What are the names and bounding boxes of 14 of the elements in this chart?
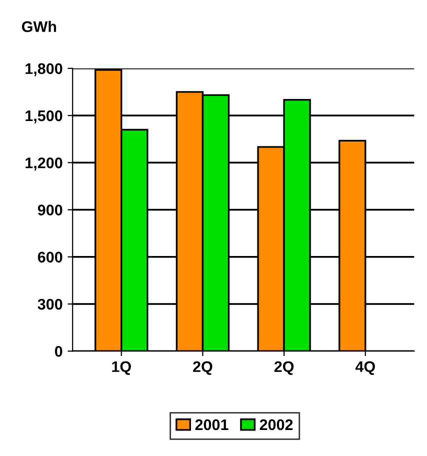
y-axis-title: GWh: [22, 20, 56, 32]
y-tick-label: 1,200: [26, 158, 62, 171]
y-tick-label: 1,800: [26, 63, 62, 76]
y-tick-label: 0: [54, 346, 62, 357]
legend-label: 2001: [195, 419, 228, 430]
y-tick-label: 600: [38, 252, 62, 263]
x-tick-label: 1Q: [112, 361, 131, 375]
x-tick-label: 2Q: [274, 361, 294, 375]
y-tick-label: 300: [38, 298, 62, 310]
legend-label: 2002: [260, 419, 293, 430]
y-tick-label: 1,500: [26, 110, 62, 124]
x-tick-label: 4Q: [355, 361, 375, 375]
y-tick-label: 900: [38, 204, 62, 216]
x-tick-label: 2Q: [193, 361, 212, 375]
